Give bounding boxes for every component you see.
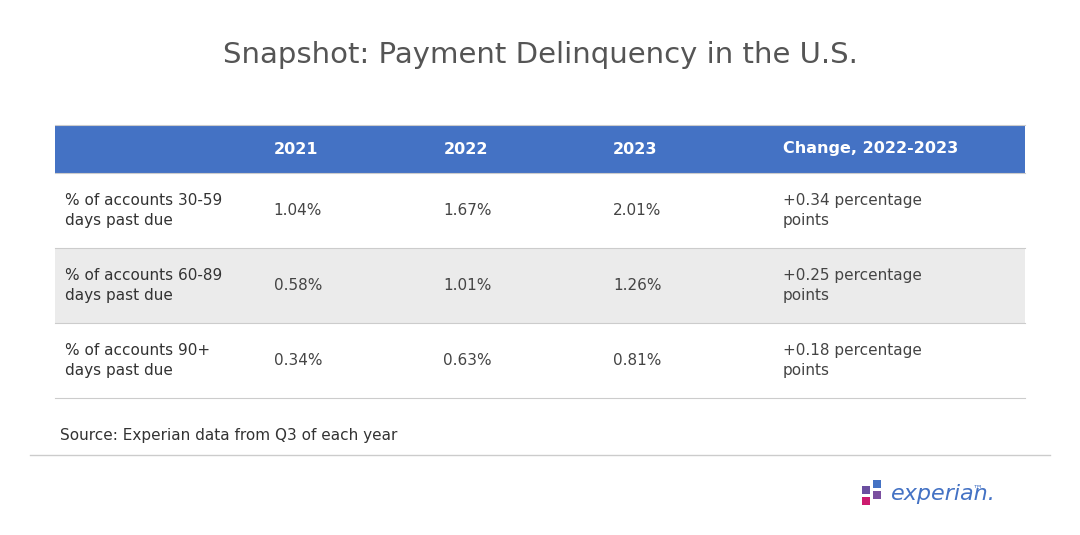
Bar <box>773 248 1025 323</box>
Text: experian.: experian. <box>891 484 996 504</box>
Text: 1.67%: 1.67% <box>443 203 491 218</box>
Text: 0.34%: 0.34% <box>273 353 322 368</box>
Bar <box>873 491 881 499</box>
Bar <box>433 173 603 248</box>
Bar <box>433 248 603 323</box>
Bar <box>433 125 603 173</box>
Bar <box>55 323 264 398</box>
Text: 2023: 2023 <box>613 141 658 157</box>
Text: +0.34 percentage
points: +0.34 percentage points <box>783 193 922 228</box>
Bar <box>264 248 433 323</box>
Text: 2021: 2021 <box>273 141 318 157</box>
Text: 0.58%: 0.58% <box>273 278 322 293</box>
Bar <box>862 486 870 494</box>
Bar <box>264 323 433 398</box>
Text: 1.26%: 1.26% <box>613 278 662 293</box>
Bar <box>603 125 773 173</box>
Bar <box>603 323 773 398</box>
Bar <box>603 173 773 248</box>
Bar <box>55 248 264 323</box>
Text: % of accounts 60-89
days past due: % of accounts 60-89 days past due <box>65 268 222 303</box>
Bar <box>862 497 870 505</box>
Text: 0.63%: 0.63% <box>443 353 491 368</box>
Text: % of accounts 30-59
days past due: % of accounts 30-59 days past due <box>65 193 222 228</box>
Text: Change, 2022-2023: Change, 2022-2023 <box>783 141 958 157</box>
Bar <box>873 480 881 488</box>
Text: 2.01%: 2.01% <box>613 203 661 218</box>
Bar <box>773 323 1025 398</box>
Bar <box>264 173 433 248</box>
Bar <box>773 125 1025 173</box>
Text: ™: ™ <box>973 483 983 493</box>
Text: +0.18 percentage
points: +0.18 percentage points <box>783 343 921 378</box>
Bar <box>55 173 264 248</box>
Bar <box>55 125 264 173</box>
Text: Snapshot: Payment Delinquency in the U.S.: Snapshot: Payment Delinquency in the U.S… <box>222 41 858 69</box>
Text: % of accounts 90+
days past due: % of accounts 90+ days past due <box>65 343 211 378</box>
Text: Source: Experian data from Q3 of each year: Source: Experian data from Q3 of each ye… <box>60 428 397 443</box>
Text: 1.01%: 1.01% <box>443 278 491 293</box>
Bar <box>773 173 1025 248</box>
Bar <box>264 125 433 173</box>
Bar <box>433 323 603 398</box>
Text: 0.81%: 0.81% <box>613 353 661 368</box>
Text: 2022: 2022 <box>443 141 488 157</box>
Bar <box>603 248 773 323</box>
Text: +0.25 percentage
points: +0.25 percentage points <box>783 268 921 303</box>
Text: 1.04%: 1.04% <box>273 203 322 218</box>
